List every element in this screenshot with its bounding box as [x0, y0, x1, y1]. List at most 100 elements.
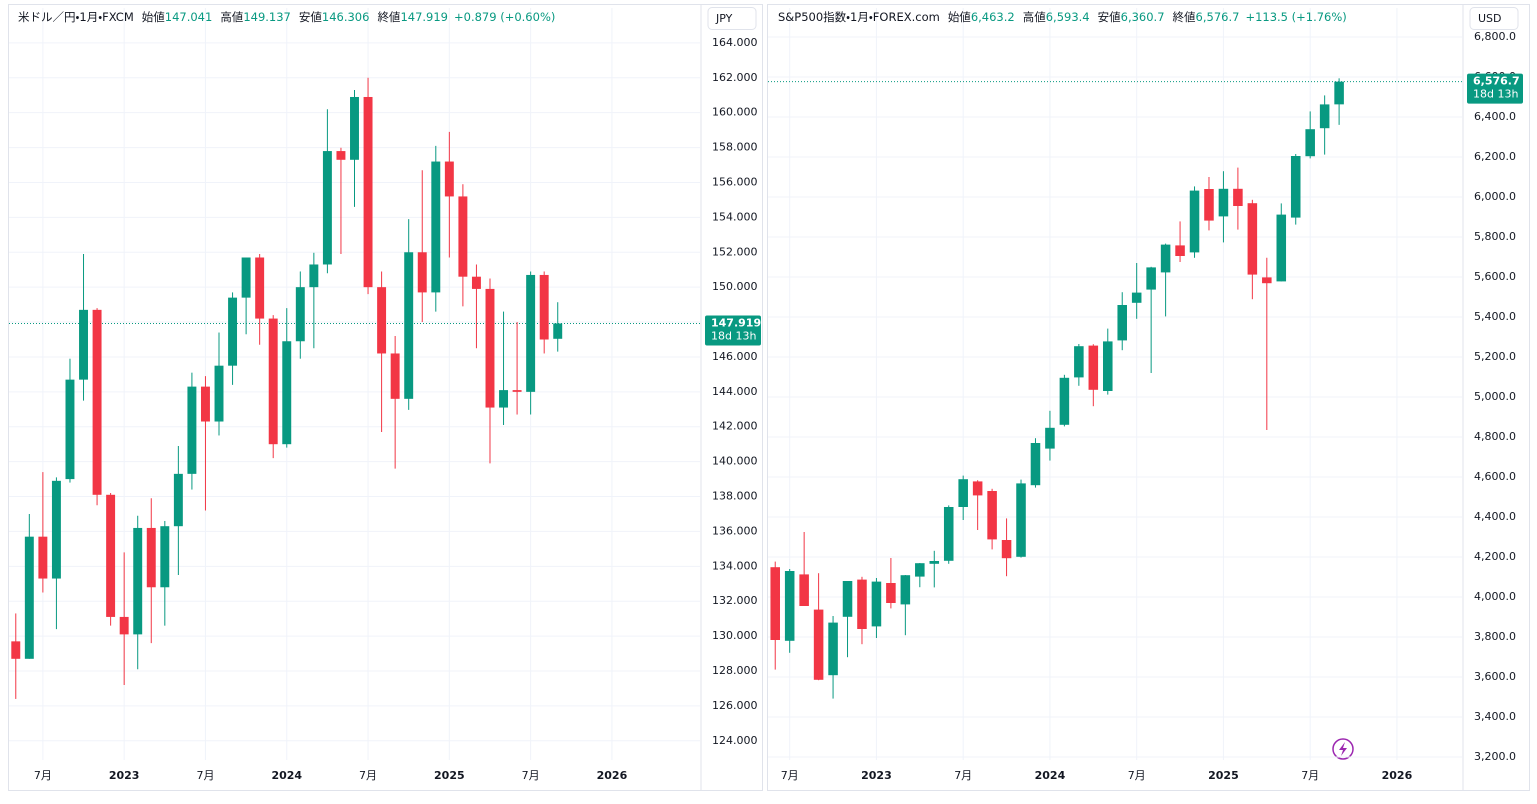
y-tick-label: 3,200.0 [1474, 750, 1516, 763]
candle-body [1247, 203, 1258, 275]
ohlc-label: 安値 [1098, 10, 1121, 24]
candle-body [38, 536, 48, 579]
y-tick-label: 3,400.0 [1474, 710, 1516, 723]
candle-body [784, 571, 795, 641]
ohlc-value: 6,360.7 [1121, 10, 1165, 24]
candle-body [1059, 377, 1070, 425]
price-tag-countdown: 18d 13h [1473, 88, 1518, 101]
currency-button[interactable] [1469, 7, 1519, 30]
candle-body [972, 481, 983, 496]
ohlc-label: 終値 [1173, 10, 1196, 24]
currency-button[interactable] [707, 7, 757, 30]
candle-body [106, 494, 116, 617]
candle-body [187, 386, 197, 474]
candle-body [1175, 245, 1185, 256]
candle-body [214, 365, 224, 422]
candle-body [160, 526, 170, 588]
ohlc-label: 安値 [299, 10, 322, 24]
candle-body [295, 287, 305, 342]
y-tick-label: 138.000 [712, 490, 758, 503]
x-tick-label: 7月 [1128, 769, 1146, 782]
y-tick-label: 4,000.0 [1474, 590, 1516, 603]
y-tick-label: 3,600.0 [1474, 670, 1516, 683]
candle-body [241, 257, 251, 298]
candle-body [1276, 214, 1287, 282]
candle-body [857, 579, 867, 629]
candle-body [65, 379, 75, 480]
x-tick-label: 2025 [1208, 769, 1239, 782]
change-value: +0.879 (+0.60%) [454, 10, 555, 24]
candle-body [133, 527, 143, 635]
y-tick-label: 124.000 [712, 734, 758, 747]
y-tick-label: 5,600.0 [1474, 270, 1516, 283]
candle-body [1001, 540, 1012, 559]
ohlc-label: 始値 [142, 10, 165, 24]
legend-header: 米ドル／円・1月・FXCM 始値147.041 高値149.137 安値146.306… [18, 10, 555, 24]
y-tick-label: 154.000 [712, 210, 758, 223]
candle-body [1233, 188, 1243, 206]
price-tag [705, 315, 761, 346]
candle-body [1117, 305, 1128, 341]
x-tick-label: 7月 [522, 769, 540, 782]
y-tick-label: 5,400.0 [1474, 310, 1516, 323]
candle-body [11, 641, 21, 659]
candle-body [1290, 156, 1301, 218]
y-tick-label: 126.000 [712, 699, 758, 712]
candle-body [282, 341, 292, 445]
y-tick-label: 3,800.0 [1474, 630, 1516, 643]
y-tick-label: 5,000.0 [1474, 390, 1516, 403]
x-tick-label: 7月 [34, 769, 52, 782]
candle-body [1334, 81, 1344, 105]
ohlc-value: 147.919 [400, 10, 448, 24]
candle-body [255, 257, 265, 319]
symbol-title: 米ドル／円・1月・FXCM [18, 10, 134, 24]
candle-body [119, 616, 129, 635]
currency-label: USD [1478, 12, 1502, 25]
candle-body [900, 575, 911, 605]
y-tick-label: 146.000 [712, 350, 758, 363]
candle-body [444, 161, 454, 197]
x-tick-label: 2023 [109, 769, 140, 782]
candle-body [309, 264, 319, 288]
x-tick-label: 7月 [781, 769, 799, 782]
candle-body [499, 390, 509, 408]
candle-body [1016, 483, 1026, 557]
candle-body [842, 581, 853, 617]
candle-body [1160, 244, 1171, 273]
usdjpy-chart: 124.000 126.000 128.000 130.000 132.000 134.0… [8, 4, 763, 791]
ohlc-value: 6,576.7 [1196, 10, 1240, 24]
candle-body [929, 561, 940, 564]
candle-body [1102, 341, 1113, 391]
candle-body [336, 151, 346, 160]
y-tick-label: 130.000 [712, 629, 758, 642]
candle-body [431, 161, 441, 293]
candle-body [1131, 292, 1142, 303]
candle-body [458, 196, 468, 277]
change-value: +113.5 (+1.76%) [1245, 10, 1346, 24]
y-tick-label: 5,800.0 [1474, 230, 1516, 243]
candle-body [1319, 104, 1330, 129]
candle-body [770, 567, 781, 640]
ohlc-value: 6,593.4 [1046, 10, 1090, 24]
candle-body [1305, 129, 1315, 157]
symbol-title: S&P500指数・1月・FOREX.com [778, 10, 940, 24]
candle-body [1189, 190, 1200, 253]
y-tick-label: 4,200.0 [1474, 550, 1516, 563]
candle-body [377, 287, 387, 354]
ohlc-value: 6,463.2 [971, 10, 1015, 24]
candle-body [1074, 346, 1084, 378]
candle-body [958, 479, 968, 507]
ohlc-value: 149.137 [243, 10, 291, 24]
candle-body [1045, 427, 1055, 449]
y-tick-label: 4,800.0 [1474, 430, 1516, 443]
candle-body [553, 323, 563, 339]
x-tick-label: 7月 [1301, 769, 1319, 782]
price-tag [1467, 73, 1523, 104]
currency-label: JPY [715, 12, 733, 25]
candle-body [813, 609, 824, 680]
candle-body [915, 563, 925, 577]
x-tick-label: 2026 [1382, 769, 1413, 782]
candle-body [228, 297, 238, 366]
y-tick-label: 128.000 [712, 664, 758, 677]
ohlc-label: 終値 [377, 10, 400, 24]
